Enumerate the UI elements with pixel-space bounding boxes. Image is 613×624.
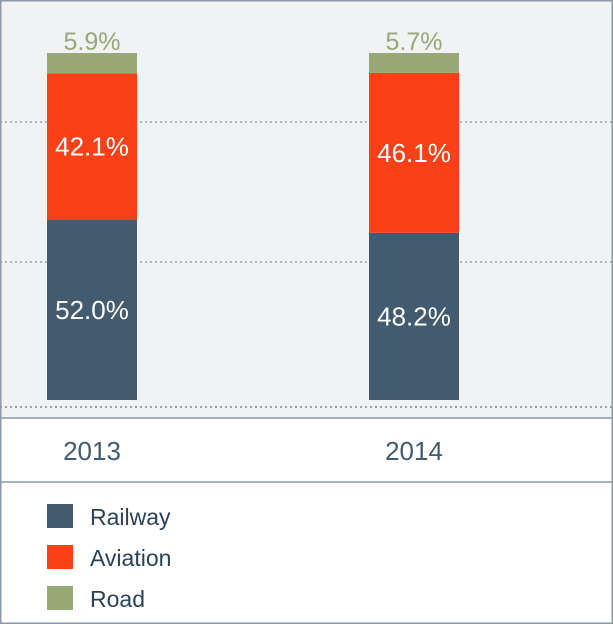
- bar-aviation-2013: [47, 73, 137, 220]
- data-label-road-2013: 5.9%: [64, 28, 121, 56]
- legend-swatch-railway: [47, 504, 73, 528]
- bar-labels-group: 52.0% 42.1% 5.9% 48.2% 46.1% 5.7%: [55, 28, 451, 331]
- legend-label-railway: Railway: [90, 504, 171, 530]
- legend-swatch-aviation: [47, 545, 73, 569]
- legend: Railway Aviation Road: [47, 504, 171, 612]
- x-tick-labels: 2013 2014: [63, 436, 443, 466]
- legend-label-aviation: Aviation: [90, 545, 171, 571]
- bar-road-2013: [47, 53, 137, 74]
- data-label-road-2014: 5.7%: [386, 28, 443, 56]
- x-tick-label-2014: 2014: [385, 436, 443, 466]
- data-label-aviation-2013: 42.1%: [55, 132, 129, 162]
- bar-aviation-2014: [369, 72, 459, 233]
- bar-road-2014: [369, 53, 459, 73]
- legend-box: [1, 482, 612, 623]
- legend-label-road: Road: [90, 586, 145, 612]
- bar-railway-2014: [369, 232, 459, 400]
- data-label-aviation-2014: 46.1%: [377, 138, 451, 168]
- axis-band: [1, 418, 612, 482]
- data-label-railway-2014: 48.2%: [377, 301, 451, 331]
- data-label-railway-2013: 52.0%: [55, 295, 129, 325]
- bars-group: [47, 53, 459, 400]
- legend-swatch-road: [47, 586, 73, 610]
- bar-railway-2013: [47, 219, 137, 400]
- x-tick-label-2013: 2013: [63, 436, 121, 466]
